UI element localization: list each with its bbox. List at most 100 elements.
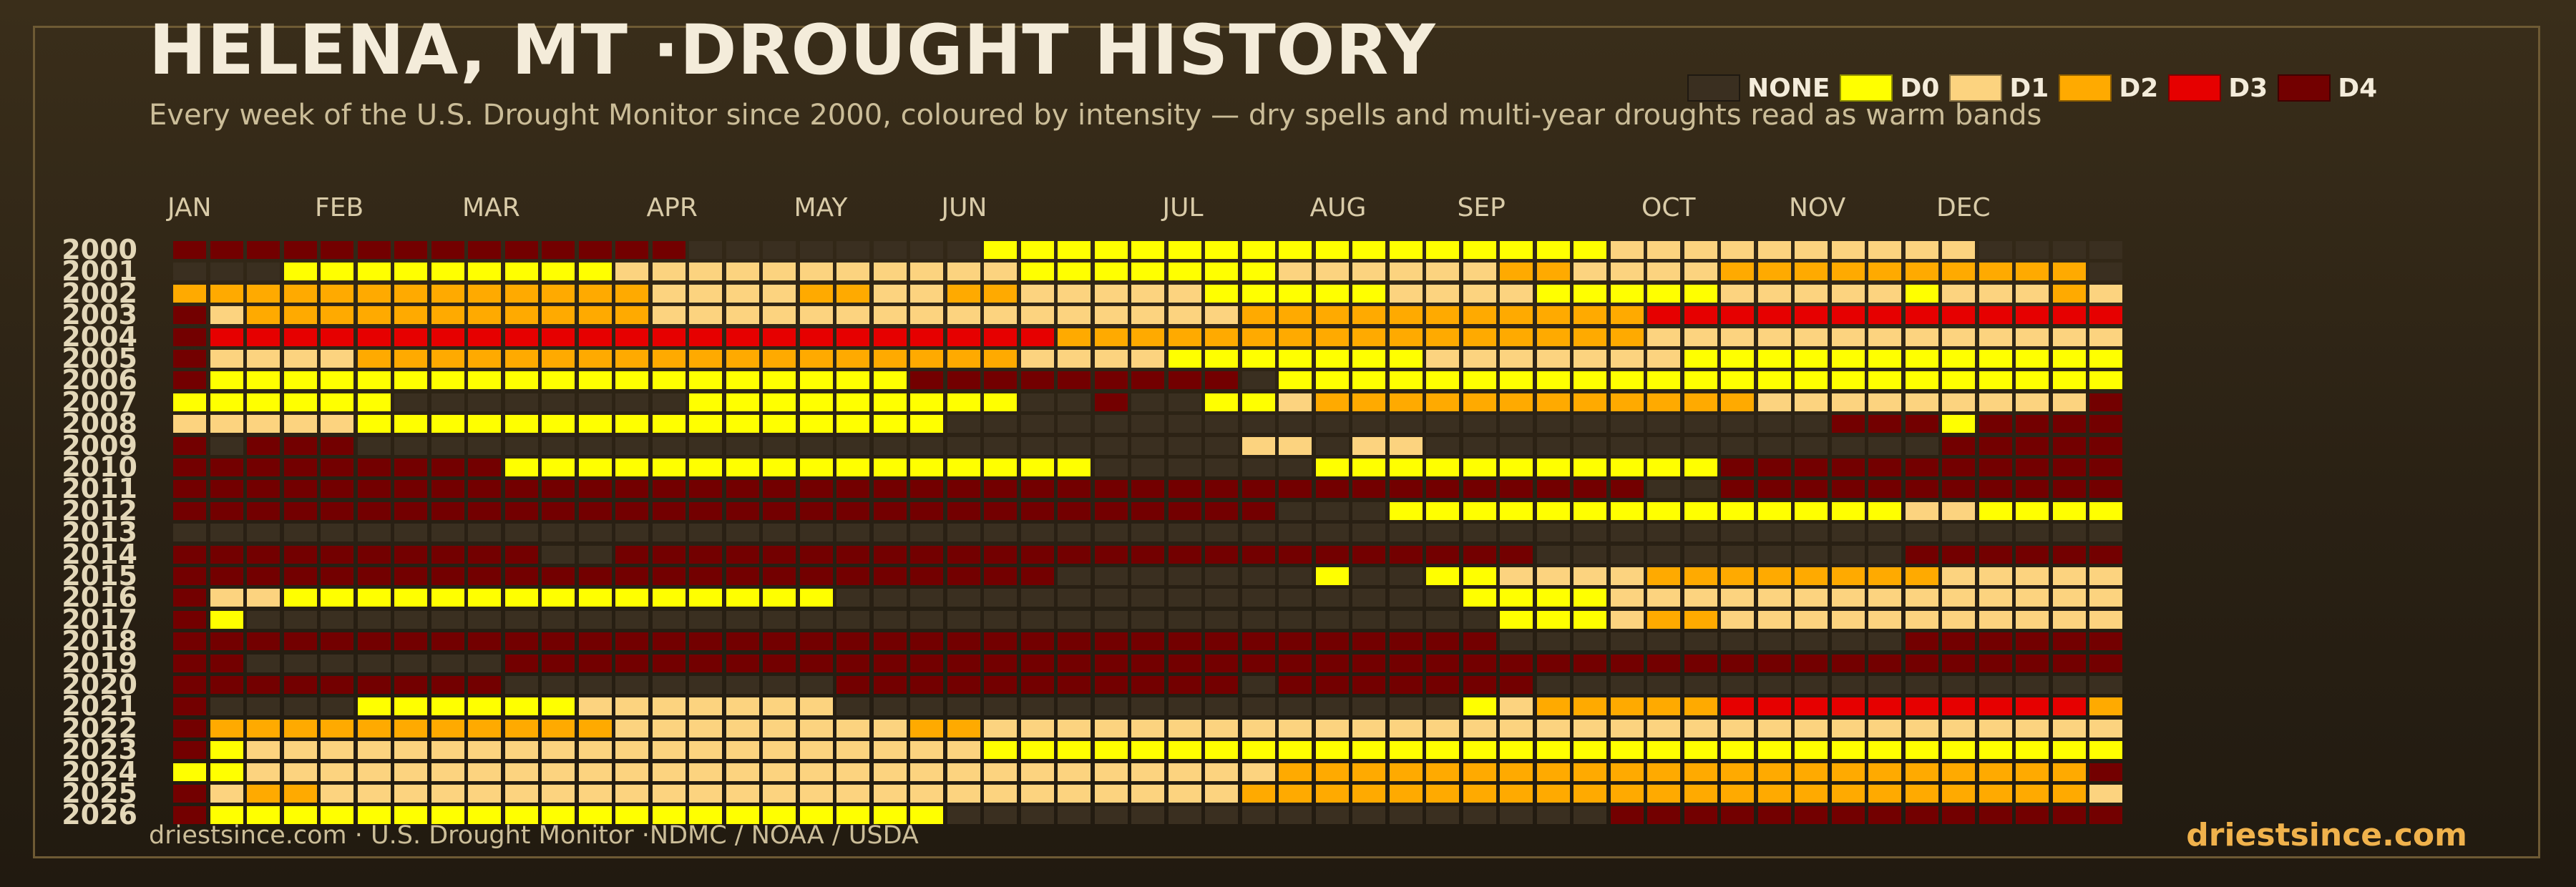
week-cell <box>1205 567 1238 585</box>
week-cell <box>1868 393 1901 411</box>
week-cell <box>689 763 722 781</box>
week-cell <box>1831 785 1865 803</box>
week-cell <box>210 632 243 651</box>
week-cell <box>763 501 796 520</box>
week-cell <box>431 785 464 803</box>
week-cell <box>1610 589 1644 607</box>
week-cell <box>357 284 391 303</box>
week-cell <box>321 719 353 737</box>
week-cell <box>2052 567 2086 585</box>
week-cell <box>726 263 759 281</box>
week-cell <box>1020 306 1054 325</box>
week-cell <box>1905 480 1938 499</box>
week-cell <box>1500 371 1533 390</box>
week-cell <box>984 306 1017 325</box>
legend-item-d3: D3 <box>2168 74 2268 103</box>
week-cell <box>1352 719 1385 737</box>
week-cell <box>431 328 464 346</box>
week-cell <box>1684 371 1717 390</box>
week-cell <box>1426 436 1459 455</box>
week-cell <box>1831 589 1865 607</box>
week-cell <box>1610 654 1644 672</box>
week-cell <box>173 806 206 825</box>
week-cell <box>1500 610 1533 629</box>
week-cell <box>2052 241 2086 259</box>
week-cell <box>173 328 206 346</box>
week-cell <box>1942 763 1975 781</box>
week-cell <box>2016 654 2049 672</box>
week-cell <box>394 763 427 781</box>
year-label: 2018 <box>62 625 137 657</box>
week-cell <box>504 436 538 455</box>
week-cell <box>1426 371 1459 390</box>
month-tick-label: FEB <box>315 193 364 222</box>
week-cell <box>210 436 243 455</box>
week-cell <box>394 719 427 737</box>
week-cell <box>1205 589 1238 607</box>
week-cell <box>726 524 759 542</box>
week-cell <box>504 241 538 259</box>
week-cell <box>873 567 907 585</box>
week-cell <box>210 589 243 607</box>
week-cell <box>1905 545 1938 564</box>
week-cell <box>1315 610 1349 629</box>
week-cell <box>283 415 317 433</box>
week-cell <box>1389 632 1423 651</box>
week-cell <box>504 306 538 325</box>
week-cell <box>1721 501 1754 520</box>
week-cell <box>2089 610 2122 629</box>
week-cell <box>873 263 907 281</box>
week-cell <box>1721 524 1754 542</box>
week-cell <box>763 436 796 455</box>
week-cell <box>1241 263 1275 281</box>
week-cell <box>1979 610 2012 629</box>
week-cell <box>247 763 280 781</box>
week-cell <box>210 806 243 825</box>
week-cell <box>1352 806 1385 825</box>
week-cell <box>1205 350 1238 368</box>
week-cell <box>763 306 796 325</box>
week-cell <box>1795 676 1828 694</box>
week-cell <box>321 501 353 520</box>
week-cell <box>1426 480 1459 499</box>
week-cell <box>394 480 427 499</box>
week-cell <box>1389 589 1423 607</box>
week-cell <box>1426 676 1459 694</box>
week-cell <box>1610 632 1644 651</box>
month-tick-label: MAY <box>794 193 848 222</box>
week-cell <box>357 763 391 781</box>
week-cell <box>1868 697 1901 716</box>
week-cell <box>836 741 869 760</box>
week-cell <box>689 393 722 411</box>
week-cell <box>799 676 833 694</box>
week-cell <box>1389 676 1423 694</box>
week-cell <box>542 763 575 781</box>
week-cell <box>726 697 759 716</box>
week-cell <box>615 371 648 390</box>
week-cell <box>1574 306 1606 325</box>
week-cell <box>1905 284 1938 303</box>
week-cell <box>836 632 869 651</box>
week-cell <box>1721 306 1754 325</box>
week-cell <box>1795 371 1828 390</box>
week-cell <box>615 545 648 564</box>
legend-swatch <box>2168 74 2222 102</box>
week-cell <box>1868 306 1901 325</box>
week-cell <box>542 654 575 672</box>
week-cell <box>2089 350 2122 368</box>
week-cell <box>1868 436 1901 455</box>
week-cell <box>1168 806 1201 825</box>
week-cell <box>1574 785 1606 803</box>
week-cell <box>836 393 869 411</box>
week-cell <box>1020 676 1054 694</box>
week-cell <box>1684 241 1717 259</box>
week-cell <box>1426 524 1459 542</box>
week-cell <box>910 676 943 694</box>
week-cell <box>1131 719 1164 737</box>
week-cell <box>1684 306 1717 325</box>
week-cell <box>1942 393 1975 411</box>
week-cell <box>1020 719 1054 737</box>
week-cell <box>431 350 464 368</box>
week-cell <box>1315 654 1349 672</box>
